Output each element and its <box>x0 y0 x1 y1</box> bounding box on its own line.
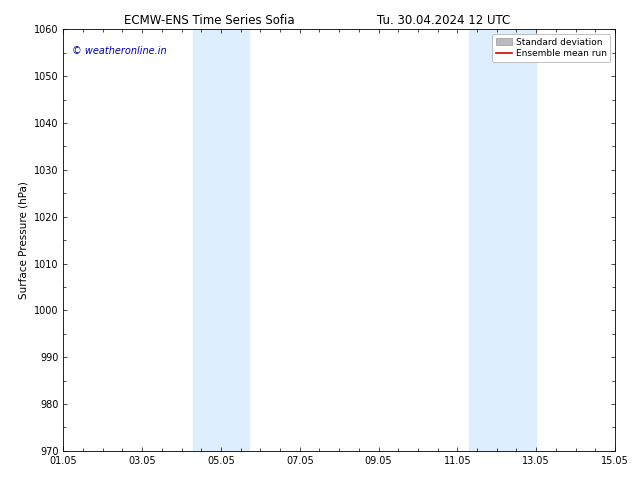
Legend: Standard deviation, Ensemble mean run: Standard deviation, Ensemble mean run <box>493 34 611 62</box>
Bar <box>469 29 536 451</box>
Text: © weatheronline.in: © weatheronline.in <box>72 46 166 56</box>
Y-axis label: Surface Pressure (hPa): Surface Pressure (hPa) <box>18 181 29 299</box>
Bar <box>193 29 249 451</box>
Text: Tu. 30.04.2024 12 UTC: Tu. 30.04.2024 12 UTC <box>377 14 510 27</box>
Text: ECMW-ENS Time Series Sofia: ECMW-ENS Time Series Sofia <box>124 14 295 27</box>
